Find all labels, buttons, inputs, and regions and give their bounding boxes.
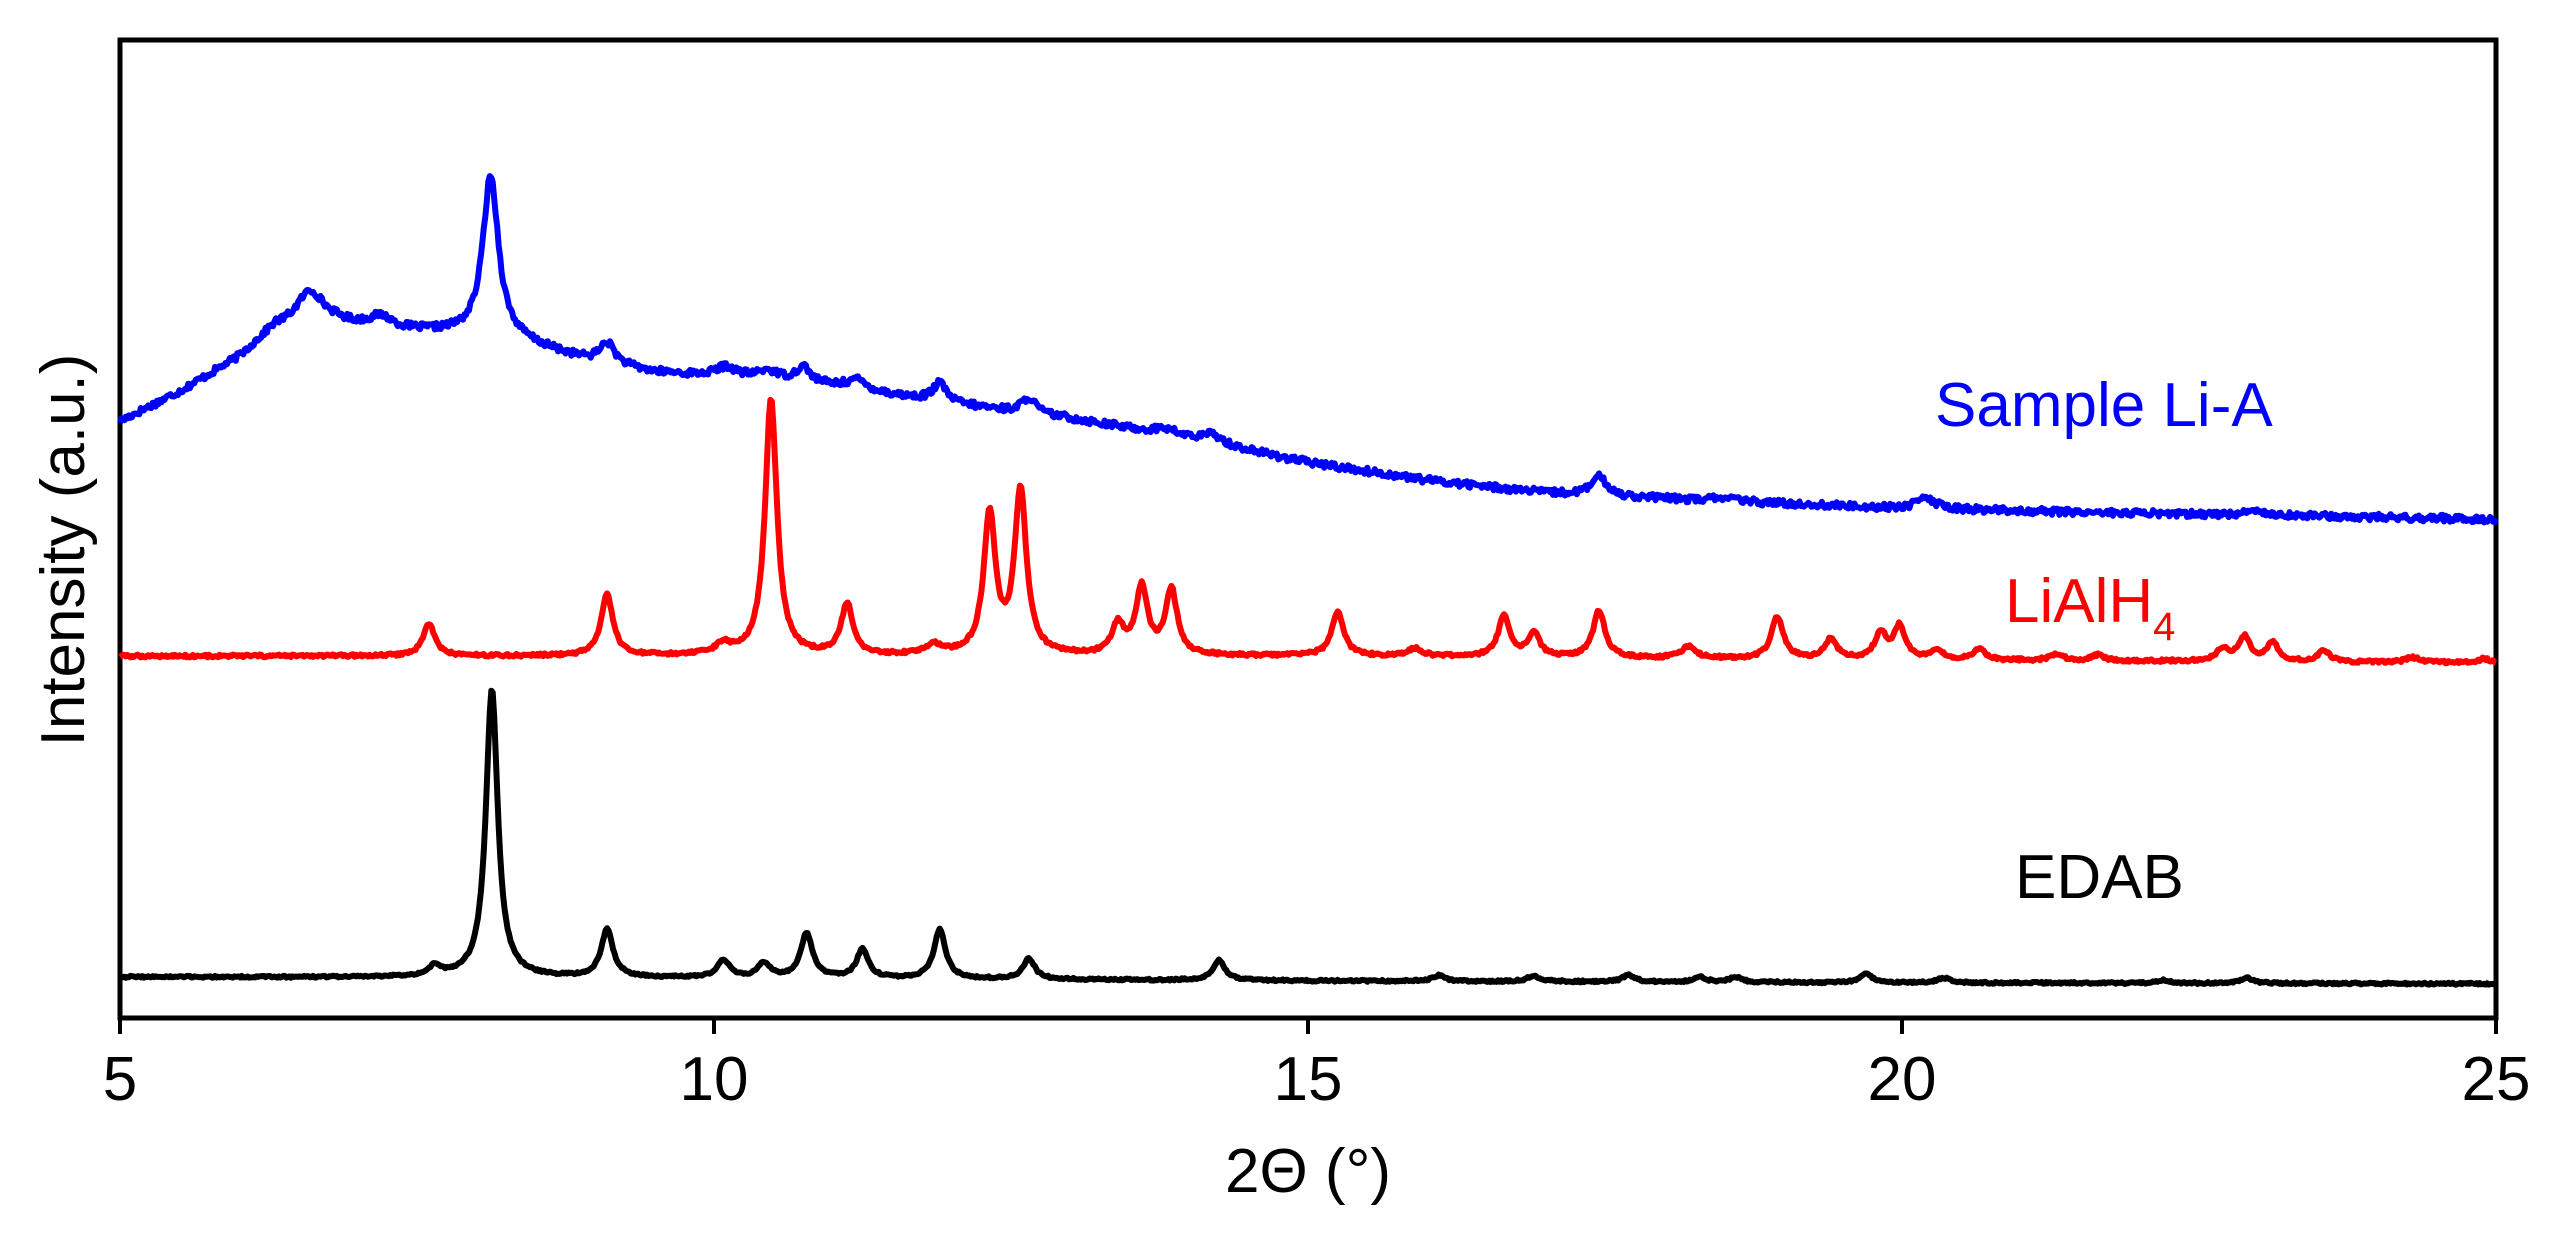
x-tick-label: 15 bbox=[1274, 1045, 1343, 1114]
x-axis-ticks: 5 10 15 20 25 bbox=[103, 1018, 2531, 1114]
series-label-lialh4: LiAlH4 bbox=[2005, 567, 2175, 649]
series-label-edab: EDAB bbox=[2015, 843, 2184, 912]
series-label-sample-li-a: Sample Li-A bbox=[1935, 371, 2273, 440]
series-line-sample-li-a bbox=[117, 173, 2499, 526]
x-tick-label: 10 bbox=[680, 1045, 749, 1114]
series-group bbox=[117, 173, 2499, 988]
series-line-lialh4 bbox=[118, 396, 2498, 667]
x-tick-label: 25 bbox=[2462, 1045, 2531, 1114]
series-line-edab bbox=[118, 687, 2498, 988]
x-tick-label: 5 bbox=[103, 1045, 137, 1114]
x-axis-title: 2Θ (°) bbox=[1225, 1137, 1391, 1206]
y-axis-title: Intensity (a.u.) bbox=[29, 354, 98, 747]
x-tick-label: 20 bbox=[1868, 1045, 1937, 1114]
